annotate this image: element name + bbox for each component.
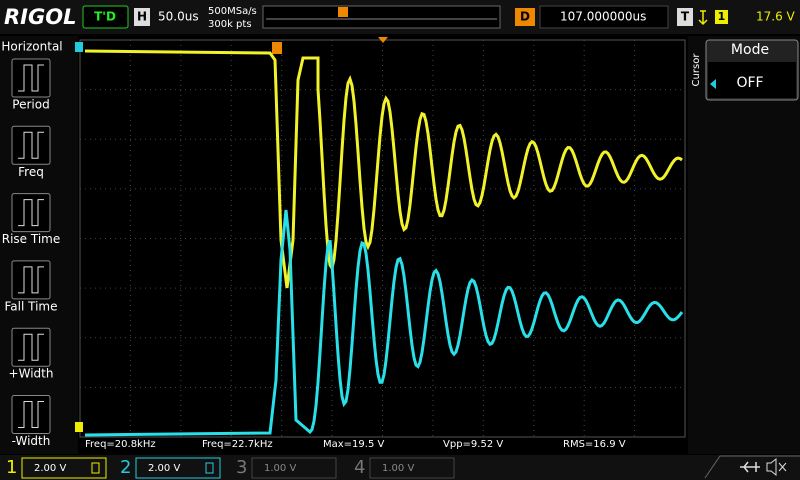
menu-icon-glyph	[18, 199, 44, 227]
menu-side-label: Cursor	[691, 53, 702, 87]
menu-icon[interactable]	[11, 327, 51, 367]
menu-item-label[interactable]: Rise Time	[2, 232, 61, 246]
trigger-edge-icon	[698, 10, 708, 26]
timebase[interactable]: 50.0us	[158, 10, 199, 24]
left-menu	[0, 36, 78, 454]
ch2-trace	[84, 209, 684, 437]
menu-item-label[interactable]: Freq	[18, 165, 44, 179]
trigger-position-marker	[378, 37, 388, 43]
menu-icon[interactable]	[11, 125, 51, 165]
trigger-tag	[677, 8, 693, 26]
brand: RIGOL	[4, 5, 76, 29]
memory-depth: 300k pts	[208, 19, 252, 30]
timebase-tag	[134, 8, 150, 26]
trigger-marker	[272, 42, 282, 54]
ch1-trace	[84, 49, 683, 289]
softkey-arrow	[710, 79, 716, 89]
menu-icon-glyph	[18, 401, 44, 428]
mute-icon	[766, 457, 787, 477]
measurement: Freq=20.8kHz	[85, 439, 156, 450]
delay[interactable]: 107.000000us	[560, 10, 646, 24]
channel-scale: 2.00 V	[34, 463, 66, 474]
delay-label: D	[520, 10, 530, 24]
measurement: Max=19.5 V	[323, 439, 384, 450]
menu-icon[interactable]	[11, 260, 51, 300]
menu-item-label[interactable]: Period	[12, 98, 49, 112]
sample-rate: 500MSa/s	[208, 6, 257, 17]
channel-number[interactable]: 2	[120, 457, 131, 478]
right-menu	[688, 36, 800, 454]
trigger-source-tag	[715, 10, 728, 24]
menu-item-label[interactable]: -Width	[12, 434, 51, 448]
memory-overview	[262, 5, 501, 29]
channel-box	[135, 457, 221, 479]
channel-coupling	[205, 462, 214, 474]
menu-icon[interactable]	[11, 193, 51, 233]
status-frame	[704, 455, 800, 479]
channel-number[interactable]: 3	[236, 457, 247, 478]
menu-icon-glyph	[18, 64, 44, 92]
menu-item-label[interactable]: Fall Time	[4, 299, 57, 313]
status-box	[82, 5, 129, 29]
channel-scale: 1.00 V	[382, 463, 414, 474]
channel-box	[369, 457, 455, 479]
delay-tag	[515, 8, 535, 26]
softkey-value-box	[708, 62, 796, 98]
channel-scale: 1.00 V	[264, 463, 296, 474]
channel-box	[251, 457, 337, 479]
channel-number[interactable]: 1	[6, 457, 17, 478]
ch2-marker	[75, 42, 83, 52]
measurement: Freq=22.7kHz	[202, 439, 273, 450]
trigger-source: 1	[718, 10, 726, 23]
channel-scale: 2.00 V	[148, 463, 180, 474]
measurement: Vpp=9.52 V	[443, 439, 503, 450]
menu-title: Horizontal	[1, 40, 62, 54]
ch1-marker	[75, 422, 83, 432]
timebase-label: H	[137, 10, 147, 24]
trigger-level[interactable]: 17.6 V	[756, 10, 796, 24]
channel-number[interactable]: 4	[354, 457, 365, 478]
run-status[interactable]: T'D	[94, 10, 116, 24]
channel-coupling	[91, 462, 100, 474]
measurement: RMS=16.9 V	[563, 439, 626, 450]
menu-icon-glyph	[18, 266, 44, 294]
menu-icon-glyph	[18, 131, 44, 159]
menu-item-label[interactable]: +Width	[9, 367, 54, 381]
trigger-label: T	[681, 10, 690, 24]
softkey-value: OFF	[736, 75, 763, 91]
channel-box	[21, 457, 107, 479]
overview-trigger	[338, 7, 348, 17]
softkey-title: Mode	[731, 42, 769, 58]
menu-icon-glyph	[18, 333, 44, 361]
menu-icon[interactable]	[11, 58, 51, 98]
delay-box	[539, 5, 669, 29]
menu-icon[interactable]	[11, 395, 51, 434]
bottom-bar	[0, 455, 800, 480]
usb-icon	[740, 461, 760, 473]
